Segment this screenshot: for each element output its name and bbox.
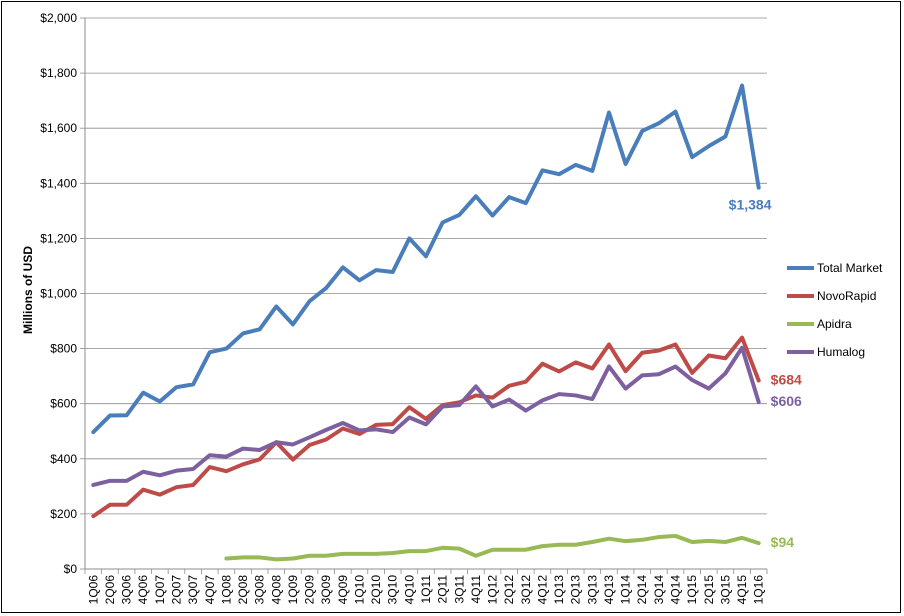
- x-tick-label: 2Q10: [369, 575, 383, 605]
- x-tick-label: 4Q15: [735, 575, 749, 605]
- y-tick-label: $1,800: [40, 66, 77, 80]
- x-tick-label: 2Q07: [169, 575, 183, 605]
- legend-label: NovoRapid: [817, 289, 876, 303]
- x-tick-label: 2Q09: [303, 575, 317, 605]
- gridlines: [85, 17, 767, 515]
- x-tick-label: 4Q08: [269, 575, 283, 605]
- x-tick-label: 2Q06: [103, 575, 117, 605]
- end-label-humalog: $606: [771, 393, 802, 409]
- x-tick-label: 3Q09: [319, 575, 333, 605]
- y-tick-label: $2,000: [40, 11, 77, 25]
- x-tick-label: 4Q13: [602, 575, 616, 605]
- x-tick-label: 4Q06: [136, 575, 150, 605]
- y-tick-label: $0: [64, 562, 78, 576]
- y-tick-label: $400: [50, 452, 77, 466]
- x-tick-label: 1Q13: [552, 575, 566, 605]
- y-tick-label: $200: [50, 507, 77, 521]
- legend-item-total-market: Total Market: [787, 261, 883, 275]
- series-line-total-market: [91, 83, 761, 435]
- x-tick-label: 1Q08: [219, 575, 233, 605]
- x-tick-label: 3Q08: [253, 575, 267, 605]
- x-tick-label: 3Q14: [652, 575, 666, 605]
- legend-label: Total Market: [817, 261, 883, 275]
- y-axis-label: Millions of USD: [21, 246, 35, 334]
- x-tick-label: 1Q11: [419, 575, 433, 604]
- end-label-apidra: $94: [771, 534, 795, 550]
- legend-item-novorapid: NovoRapid: [787, 289, 876, 303]
- legend-item-apidra: Apidra: [787, 317, 852, 331]
- x-tick-label: 1Q07: [153, 575, 167, 605]
- x-tick-label: 3Q06: [120, 575, 134, 605]
- y-tick-label: $1,200: [40, 231, 77, 245]
- series-line-apidra: [224, 533, 761, 562]
- legend: Total Market NovoRapid Apidra Humalog: [787, 261, 883, 359]
- x-tick-label: 2Q11: [436, 575, 450, 604]
- end-label-novorapid: $684: [771, 372, 802, 388]
- x-tick-label: 1Q14: [619, 575, 633, 605]
- x-tick-label: 4Q10: [402, 575, 416, 605]
- y-tick-label: $600: [50, 397, 77, 411]
- y-tick-label: $1,000: [40, 287, 77, 301]
- x-tick-label: 3Q12: [519, 575, 533, 605]
- x-tick-label: 4Q09: [336, 575, 350, 605]
- legend-label: Humalog: [817, 345, 865, 359]
- x-tick-label: 4Q12: [535, 575, 549, 605]
- x-tick-label: 1Q09: [286, 575, 300, 605]
- x-tick-label: 3Q11: [452, 575, 466, 604]
- y-tick-label: $800: [50, 342, 77, 356]
- series-end-labels: $1,384 $684 $94 $606: [729, 197, 802, 550]
- x-axis-ticks: 1Q06 2Q06 3Q06 4Q06 1Q07 2Q07 3Q07 4Q07 1Q08 2Q08…: [84, 569, 768, 605]
- end-label-total-market: $1,384: [729, 197, 772, 213]
- x-tick-label: 1Q16: [752, 575, 766, 605]
- series-lines: [91, 83, 761, 562]
- x-tick-label: 4Q14: [669, 575, 683, 605]
- x-tick-label: 2Q15: [702, 575, 716, 605]
- x-tick-label: 1Q10: [352, 575, 366, 605]
- x-tick-label: 3Q07: [186, 575, 200, 605]
- x-tick-label: 2Q08: [236, 575, 250, 605]
- legend-item-humalog: Humalog: [787, 345, 865, 359]
- y-axis-ticks: $0 $200 $400 $600 $800 $1,000 $1,200 $1,400 $1,6…: [40, 11, 85, 576]
- legend-label: Apidra: [817, 317, 852, 331]
- x-tick-label: 4Q07: [203, 575, 217, 605]
- axes: [84, 18, 767, 570]
- x-tick-label: 1Q15: [685, 575, 699, 605]
- series-line-novorapid: [91, 335, 761, 519]
- x-tick-label: 1Q06: [86, 575, 100, 605]
- x-tick-label: 4Q11: [469, 575, 483, 604]
- y-tick-label: $1,400: [40, 176, 77, 190]
- x-tick-label: 1Q12: [486, 575, 500, 605]
- x-tick-label: 2Q13: [569, 575, 583, 605]
- y-tick-label: $1,600: [40, 121, 77, 135]
- x-tick-label: 2Q12: [502, 575, 516, 605]
- x-tick-label: 3Q15: [718, 575, 732, 605]
- x-tick-label: 3Q13: [585, 575, 599, 605]
- x-tick-label: 3Q10: [386, 575, 400, 605]
- x-tick-label: 2Q14: [635, 575, 649, 605]
